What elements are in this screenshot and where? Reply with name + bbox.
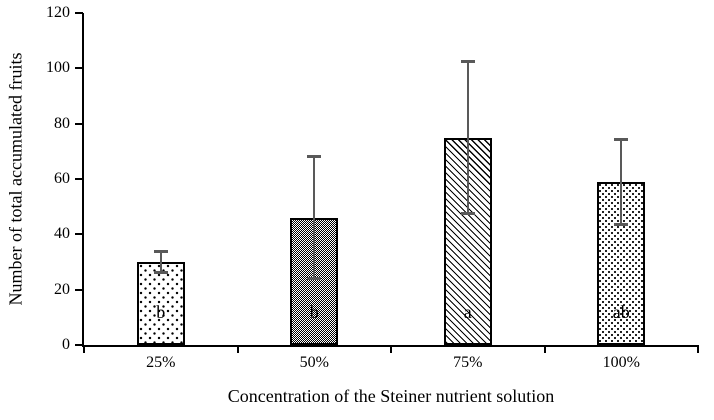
error-bar xyxy=(307,155,322,280)
y-tick-mark xyxy=(75,233,83,236)
x-tick-mark xyxy=(697,345,699,353)
y-tick-mark xyxy=(75,122,83,125)
bar-significance-letter: b xyxy=(309,301,319,322)
y-tick-label: 120 xyxy=(46,4,70,21)
error-bar-cap xyxy=(460,211,475,215)
error-bar-line xyxy=(620,137,623,227)
x-tick-mark xyxy=(390,345,392,353)
y-tick-label: 0 xyxy=(62,336,70,353)
error-bar-cap xyxy=(614,223,629,227)
y-tick-mark xyxy=(75,178,83,180)
error-bar-cap xyxy=(307,276,322,280)
x-category-label: 75% xyxy=(453,354,483,371)
error-bar xyxy=(460,60,475,215)
bar-significance-letter: ab xyxy=(612,301,630,322)
error-bar xyxy=(614,137,629,227)
error-bar-line xyxy=(159,249,162,275)
x-tick-mark xyxy=(236,345,239,353)
y-tick-mark xyxy=(75,344,83,346)
y-tick-label: 80 xyxy=(54,114,70,132)
bar-100%: ab xyxy=(597,181,646,345)
y-tick-mark xyxy=(75,288,83,291)
y-tick-label: 60 xyxy=(54,170,70,187)
error-bar xyxy=(153,249,168,275)
y-tick-mark xyxy=(75,67,83,70)
x-category-label: 25% xyxy=(146,354,176,371)
y-tick-label: 40 xyxy=(54,225,70,243)
error-bar-line xyxy=(313,155,316,280)
x-category-label: 100% xyxy=(602,354,640,371)
error-bar-cap xyxy=(307,155,322,159)
x-tick-mark xyxy=(83,345,85,353)
error-bar-cap xyxy=(153,271,168,275)
error-bar-line xyxy=(466,60,469,215)
bar-25%: b xyxy=(136,262,185,345)
error-bar-cap xyxy=(460,60,475,64)
y-tick-mark xyxy=(75,12,83,14)
bar-significance-letter: a xyxy=(463,302,472,322)
bar-significance-letter: b xyxy=(156,302,166,322)
error-bar-cap xyxy=(614,137,629,141)
error-bar-cap xyxy=(153,249,168,253)
y-tick-label: 100 xyxy=(46,59,70,77)
x-tick-mark xyxy=(543,345,546,353)
y-tick-label: 20 xyxy=(54,280,70,298)
x-category-label: 50% xyxy=(299,354,329,371)
x-axis-title: Concentration of the Steiner nutrient so… xyxy=(227,386,555,406)
y-axis-line xyxy=(82,13,84,347)
